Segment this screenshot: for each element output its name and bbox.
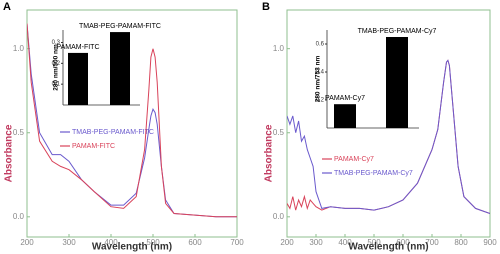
y-axis-label: Absorbance (4, 124, 15, 182)
bar (386, 37, 408, 128)
plot-frame (286, 9, 491, 238)
x-tick-label: 700 (425, 238, 439, 247)
x-tick-label: 400 (104, 238, 118, 247)
series-line (27, 23, 237, 218)
x-tick-label: 900 (483, 238, 497, 247)
y-tick-label: 0.6 (316, 42, 325, 48)
x-tick-label: 400 (338, 238, 352, 247)
bar-label: TMAB-PEG-PAMAM-FITC (79, 23, 161, 30)
bar-label: TMAB-PEG-PAMAM-Cy7 (358, 28, 437, 35)
y-tick-label: 0.2 (52, 61, 61, 67)
x-tick-label: 500 (367, 238, 381, 247)
x-tick-label: 700 (230, 238, 244, 247)
y-tick-label: 0.0 (13, 212, 25, 221)
bar (334, 104, 356, 128)
bar (68, 52, 88, 105)
panel-label: A (3, 1, 11, 13)
plot-frame (26, 9, 238, 238)
x-tick-label: 500 (146, 238, 160, 247)
y-tick-label: 0.5 (13, 128, 25, 137)
bar-label: PAMAM-FITC (56, 44, 99, 51)
x-tick-label: 300 (62, 238, 76, 247)
inset-y-label: 280 nm/500 nm (53, 44, 60, 91)
legend-label: PAMAM-FITC (72, 143, 115, 150)
x-tick-label: 800 (454, 238, 468, 247)
y-tick-label: 1.0 (13, 44, 25, 53)
x-tick-label: 600 (188, 238, 202, 247)
y-tick-label: 0.5 (273, 128, 285, 137)
y-tick-label: 0.1 (52, 82, 61, 88)
y-tick-label: 0.2 (316, 98, 325, 104)
y-tick-label: 1.0 (273, 44, 285, 53)
y-axis-label: Absorbance (264, 124, 275, 182)
legend-label: TMAB-PEG-PAMAM-Cy7 (334, 170, 413, 177)
legend-label: PAMAM-Cy7 (334, 156, 374, 163)
bar (110, 32, 130, 106)
legend-label: TMAB-PEG-PAMAM-FITC (72, 129, 154, 136)
x-axis-label: Wavelength (nm) (92, 242, 172, 253)
y-tick-label: 0.3 (52, 40, 61, 46)
x-tick-label: 600 (396, 238, 410, 247)
x-axis-label: Wavelength (nm) (348, 242, 428, 253)
series-line (287, 59, 490, 214)
bar-label: PAMAM-Cy7 (325, 95, 365, 102)
series-line (27, 23, 237, 218)
inset-y-label: 280 nm/753 nm (315, 55, 322, 102)
panel-label: B (262, 1, 270, 13)
x-tick-label: 200 (20, 238, 34, 247)
y-tick-label: 0.4 (316, 70, 325, 76)
x-tick-label: 200 (280, 238, 294, 247)
x-tick-label: 300 (309, 238, 323, 247)
y-tick-label: 0.0 (273, 212, 285, 221)
